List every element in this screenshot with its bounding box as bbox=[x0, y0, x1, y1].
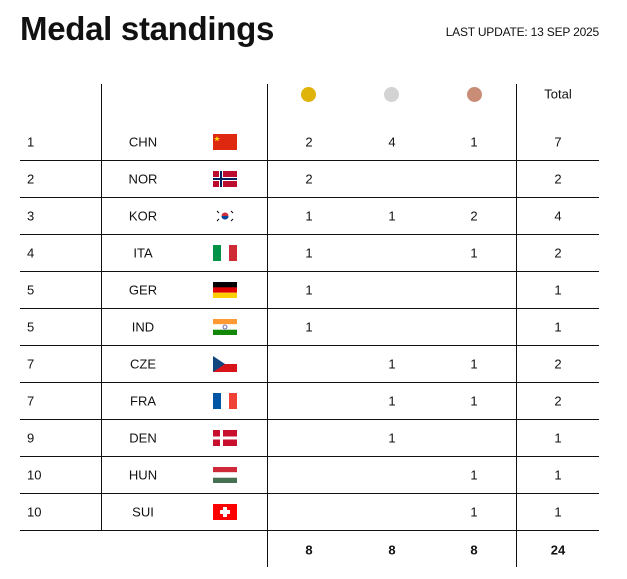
bronze-count: 1 bbox=[470, 504, 478, 519]
flag-sui-icon bbox=[213, 503, 237, 520]
country-code: CHN bbox=[128, 134, 158, 149]
bronze-count: 1 bbox=[470, 356, 478, 371]
table-row: 1 CHN 2 4 1 7 bbox=[20, 123, 599, 160]
rank: 4 bbox=[27, 245, 35, 260]
row-divider bbox=[20, 234, 599, 235]
total-count: 2 bbox=[554, 356, 562, 371]
gold-count: 1 bbox=[305, 245, 313, 260]
rank: 5 bbox=[27, 319, 35, 334]
total-count: 1 bbox=[554, 467, 562, 482]
total-count: 7 bbox=[554, 134, 562, 149]
divider bbox=[267, 84, 268, 567]
country-code: DEN bbox=[129, 430, 157, 445]
silver-count: 1 bbox=[388, 430, 396, 445]
country-code: SUI bbox=[132, 504, 154, 519]
table-row: 5 GER 1 1 bbox=[20, 271, 599, 308]
total-silver: 8 bbox=[388, 542, 396, 557]
country-code: NOR bbox=[128, 171, 158, 186]
rank: 10 bbox=[27, 504, 42, 519]
total-header: Total bbox=[544, 86, 572, 102]
total-all: 24 bbox=[550, 542, 566, 557]
flag-ind-icon bbox=[213, 318, 237, 335]
flag-hun-icon bbox=[213, 466, 237, 483]
gold-medal-icon bbox=[301, 87, 316, 102]
gold-count: 2 bbox=[305, 171, 313, 186]
row-divider bbox=[20, 197, 599, 198]
gold-count: 1 bbox=[305, 319, 313, 334]
rank: 7 bbox=[27, 356, 35, 371]
silver-count: 1 bbox=[388, 208, 396, 223]
row-divider bbox=[20, 160, 599, 161]
bronze-medal-icon bbox=[467, 87, 482, 102]
rank: 2 bbox=[27, 171, 35, 186]
silver-count: 1 bbox=[388, 356, 396, 371]
flag-chn-icon bbox=[213, 133, 237, 150]
total-count: 2 bbox=[554, 171, 562, 186]
silver-medal-icon bbox=[384, 87, 399, 102]
rank: 7 bbox=[27, 393, 35, 408]
rank: 5 bbox=[27, 282, 35, 297]
total-count: 1 bbox=[554, 282, 562, 297]
bronze-count: 2 bbox=[470, 208, 478, 223]
flag-fra-icon bbox=[213, 392, 237, 409]
rank: 9 bbox=[27, 430, 35, 445]
table-row: 5 IND 1 1 bbox=[20, 308, 599, 345]
rank: 1 bbox=[27, 134, 35, 149]
divider bbox=[101, 84, 102, 530]
gold-count: 2 bbox=[305, 134, 313, 149]
totals-row: 8 8 8 24 bbox=[20, 531, 599, 568]
bronze-count: 1 bbox=[470, 245, 478, 260]
total-gold: 8 bbox=[305, 542, 313, 557]
country-code: GER bbox=[128, 282, 158, 297]
row-divider bbox=[20, 308, 599, 309]
country-code: CZE bbox=[130, 356, 156, 371]
total-count: 1 bbox=[554, 430, 562, 445]
silver-count: 4 bbox=[388, 134, 396, 149]
total-bronze: 8 bbox=[470, 542, 478, 557]
gold-count: 1 bbox=[305, 208, 313, 223]
bronze-count: 1 bbox=[470, 134, 478, 149]
country-code: ITA bbox=[133, 245, 153, 260]
flag-cze-icon bbox=[213, 355, 237, 372]
table-row: 7 CZE 1 1 2 bbox=[20, 345, 599, 382]
flag-ger-icon bbox=[213, 281, 237, 298]
country-code: FRA bbox=[130, 393, 156, 408]
gold-count: 1 bbox=[305, 282, 313, 297]
row-divider bbox=[20, 345, 599, 346]
rank: 10 bbox=[27, 467, 42, 482]
rank: 3 bbox=[27, 208, 35, 223]
country-code: IND bbox=[131, 319, 155, 334]
total-count: 4 bbox=[554, 208, 562, 223]
row-divider bbox=[20, 493, 599, 494]
bronze-count: 1 bbox=[470, 467, 478, 482]
table-row: 10 SUI 1 1 bbox=[20, 493, 599, 530]
flag-den-icon bbox=[213, 429, 237, 446]
row-divider bbox=[20, 419, 599, 420]
row-divider bbox=[20, 382, 599, 383]
page-title: Medal standings bbox=[20, 10, 275, 47]
table-row: 10 HUN 1 1 bbox=[20, 456, 599, 493]
total-count: 2 bbox=[554, 393, 562, 408]
table-row: 2 NOR 2 2 bbox=[20, 160, 599, 197]
table-row: 9 DEN 1 1 bbox=[20, 419, 599, 456]
flag-kor-icon bbox=[213, 207, 237, 224]
flag-nor-icon bbox=[213, 170, 237, 187]
country-code: HUN bbox=[128, 467, 158, 482]
total-count: 2 bbox=[554, 245, 562, 260]
flag-ita-icon bbox=[213, 244, 237, 261]
table-row: 4 ITA 1 1 2 bbox=[20, 234, 599, 271]
silver-count: 1 bbox=[388, 393, 396, 408]
last-update: LAST UPDATE: 13 SEP 2025 bbox=[445, 25, 599, 39]
row-divider bbox=[20, 456, 599, 457]
country-code: KOR bbox=[128, 208, 158, 223]
table-row: 7 FRA 1 1 2 bbox=[20, 382, 599, 419]
bronze-count: 1 bbox=[470, 393, 478, 408]
row-divider bbox=[20, 530, 599, 531]
table-row: 3 KOR 1 1 2 4 bbox=[20, 197, 599, 234]
row-divider bbox=[20, 271, 599, 272]
divider bbox=[516, 84, 517, 567]
total-count: 1 bbox=[554, 504, 562, 519]
total-count: 1 bbox=[554, 319, 562, 334]
